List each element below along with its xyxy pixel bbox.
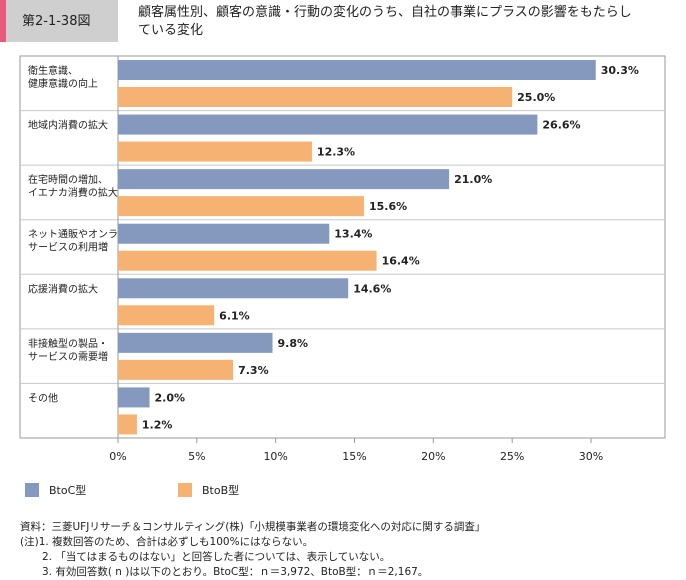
category-label: 地域内消費の拡大 [28,119,108,132]
note-1: (注)1. 複数回答のため、合計は必ずしも100%にはならない。 [20,536,314,548]
figure-title-line-2: ている変化 [138,23,204,38]
note-3: 3. 有効回答数( n )は以下のとおり。BtoC型：ｎ＝3,972、BtoB型… [42,566,429,578]
data-label: 21.0% [454,173,492,186]
data-label: 7.3% [238,364,269,377]
figure-header: 第2-1-38図 顧客属性別、顧客の意識・行動の変化のうち、自社の事業にプラスの… [0,0,686,42]
data-label: 1.2% [142,418,173,431]
category-label: 衛生意識、健康意識の向上 [28,64,98,90]
category-label: 在宅時間の増加、イエナカ消費の拡大 [28,173,118,199]
figure-number: 第2-1-38図 [0,0,118,42]
plot-frame [19,55,666,439]
figure-title-line-1: 顧客属性別、顧客の意識・行動の変化のうち、自社の事業にプラスの影響をもたらし [138,5,632,20]
x-tick-label: 5% [188,450,205,463]
legend-item-btoc: BtoC型 [25,482,86,498]
chart-legend: BtoC型 BtoB型 [0,482,686,502]
x-tick-label: 0% [109,450,126,463]
data-label: 15.6% [369,200,407,213]
x-tick-label: 15% [342,450,366,463]
bar-btoc [118,332,273,353]
x-tick-label: 25% [500,450,524,463]
data-label: 14.6% [353,282,391,295]
legend-label-btoc: BtoC型 [49,484,87,497]
bar-btoc [118,223,330,244]
bar-btob [118,305,215,326]
legend-item-btob: BtoB型 [178,482,239,498]
chart-notes: 資料：三菱UFJリサーチ＆コンサルティング(株)「小規模事業者の環境変化への対応… [20,520,485,580]
legend-swatch-btob [178,483,192,497]
category-label: 非接触型の製品・サービスの需要増 [28,337,108,363]
bar-btoc [118,114,538,135]
x-tick-label: 20% [421,450,445,463]
note-2: 2. 「当てはまるものはない」と回答した者については、表示していない。 [42,551,391,563]
data-label: 26.6% [542,119,580,132]
legend-label-btob: BtoB型 [202,484,240,497]
category-label: その他 [28,391,58,404]
bar-btob [118,414,137,435]
legend-swatch-btoc [25,483,39,497]
bar-btob [118,359,234,380]
category-label: 応援消費の拡大 [28,282,98,295]
bar-btoc [118,387,150,408]
data-label: 25.0% [517,91,555,104]
bar-btoc [118,60,596,80]
data-label: 30.3% [601,64,639,77]
data-label: 13.4% [334,228,372,241]
data-label: 2.0% [155,391,186,404]
figure-accent-bar [0,0,6,42]
figure-title: 顧客属性別、顧客の意識・行動の変化のうち、自社の事業にプラスの影響をもたらし て… [138,4,678,40]
data-label: 12.3% [317,146,355,159]
data-label: 9.8% [278,337,309,350]
bar-btoc [118,278,349,299]
x-tick-label: 30% [579,450,603,463]
bar-chart: 0% 5% 10% 15% 20% 25% 30% 衛生意識、健康意識の向上 30.3% 25.0… [19,55,666,463]
bar-btob [118,250,377,271]
bar-btob [118,141,312,162]
bar-btob [118,196,364,217]
category-label: ネット通販やオンラインサービスの利用増 [28,229,138,254]
data-label: 16.4% [382,255,420,268]
note-source: 資料：三菱UFJリサーチ＆コンサルティング(株)「小規模事業者の環境変化への対応… [20,521,486,533]
data-label: 6.1% [219,309,250,322]
x-tick-label: 10% [263,450,287,463]
bar-btoc [118,169,450,190]
bar-btob [118,87,513,107]
